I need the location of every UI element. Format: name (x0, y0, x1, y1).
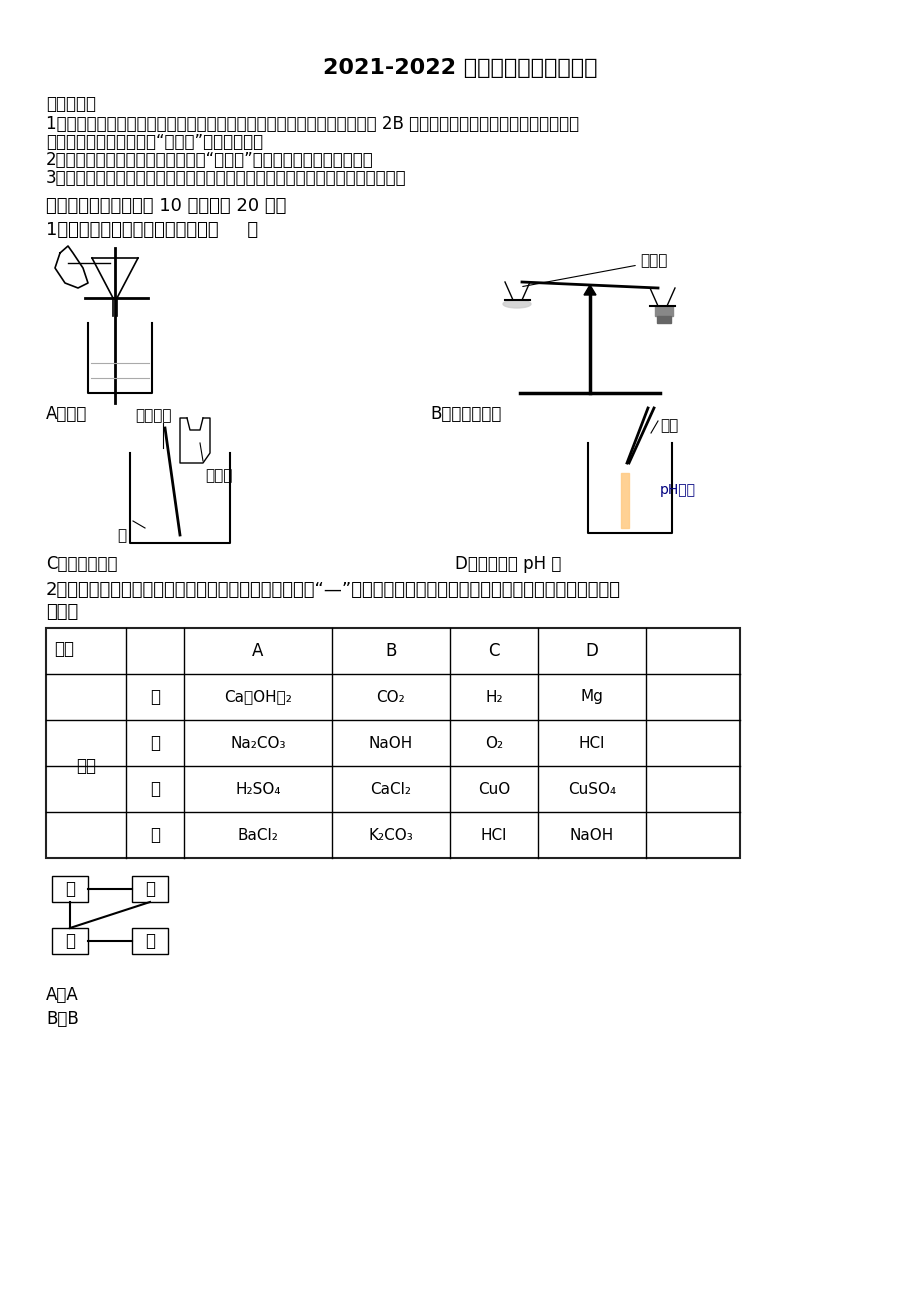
Text: 浓硫酸: 浓硫酸 (205, 467, 233, 483)
Text: 2．甲、乙、丙、丁四种物质的相互反应关系如图所示，“—”表示相连的物质间能发生反应，下列符合对应反应关系的: 2．甲、乙、丙、丁四种物质的相互反应关系如图所示，“—”表示相连的物质间能发生反… (46, 581, 620, 599)
Text: CuSO₄: CuSO₄ (567, 781, 616, 797)
Text: O₂: O₂ (484, 736, 503, 750)
Text: CaCl₂: CaCl₂ (370, 781, 411, 797)
Bar (52, 876, 88, 902)
Text: BaCl₂: BaCl₂ (237, 828, 278, 842)
Bar (52, 928, 88, 954)
Text: A．过滤: A．过滤 (46, 405, 87, 423)
Bar (46, 628, 739, 858)
Text: D．测溶液的 pH 值: D．测溶液的 pH 值 (455, 555, 561, 573)
Text: 镞子: 镞子 (659, 418, 677, 434)
Ellipse shape (503, 299, 530, 309)
Text: HCl: HCl (578, 736, 605, 750)
Text: B: B (385, 642, 396, 660)
Text: 丙: 丙 (65, 932, 75, 950)
Text: NaOH: NaOH (369, 736, 413, 750)
Text: 考生须知：: 考生须知： (46, 95, 96, 113)
Text: 2．请用黑色字迹的钒笔或答字笔在“答题纸”上先填写姓名和准考证号。: 2．请用黑色字迹的钒笔或答字笔在“答题纸”上先填写姓名和准考证号。 (46, 151, 373, 169)
Text: Ca（OH）₂: Ca（OH）₂ (224, 690, 291, 704)
Text: 3．保持卡面清洁，不要折叠，不要弄破、弄皸，在草稿纸、试题卷上答题无效。: 3．保持卡面清洁，不要折叠，不要弄破、弄皸，在草稿纸、试题卷上答题无效。 (46, 169, 406, 187)
Text: 2021-2022 学年中考化学模拟试卷: 2021-2022 学年中考化学模拟试卷 (323, 59, 596, 78)
Bar (656, 316, 670, 323)
Text: B．称取氯化钔: B．称取氯化钔 (429, 405, 501, 423)
Bar (131, 928, 168, 954)
Text: 甲: 甲 (65, 880, 75, 898)
Text: 选项: 选项 (54, 641, 74, 658)
Text: 丁: 丁 (150, 825, 160, 844)
Text: C: C (488, 642, 499, 660)
Text: 丁: 丁 (145, 932, 154, 950)
Text: NaOH: NaOH (569, 828, 614, 842)
Bar (654, 306, 673, 316)
Text: 选项是: 选项是 (46, 603, 78, 621)
Text: 一、单选题（本大题共 10 小题，共 20 分）: 一、单选题（本大题共 10 小题，共 20 分） (46, 197, 286, 215)
Text: A: A (252, 642, 264, 660)
Text: 不断搞拌: 不断搞拌 (135, 408, 171, 423)
Polygon shape (584, 285, 596, 296)
Text: 字迹的钒笔或答字笔写在“答题纸”相应位置上。: 字迹的钒笔或答字笔写在“答题纸”相应位置上。 (46, 133, 263, 151)
Text: CO₂: CO₂ (376, 690, 405, 704)
Text: D: D (584, 642, 597, 660)
Text: Na₂CO₃: Na₂CO₃ (230, 736, 286, 750)
Text: C．稀释浓硫酸: C．稀释浓硫酸 (46, 555, 118, 573)
Text: 乙: 乙 (145, 880, 154, 898)
Bar (131, 876, 168, 902)
Text: 水: 水 (117, 529, 126, 543)
Text: K₂CO₃: K₂CO₃ (369, 828, 413, 842)
Text: 乙: 乙 (150, 734, 160, 753)
Text: 甲: 甲 (150, 687, 160, 706)
Text: 氯化钔: 氯化钔 (640, 253, 666, 268)
Text: CuO: CuO (477, 781, 509, 797)
Text: H₂SO₄: H₂SO₄ (235, 781, 280, 797)
Text: 丙: 丙 (150, 780, 160, 798)
Text: A．A: A．A (46, 986, 79, 1004)
Text: 1．下列图示的实验操作正确的是（     ）: 1．下列图示的实验操作正确的是（ ） (46, 221, 258, 240)
Text: pH试纸: pH试纸 (659, 483, 696, 497)
Text: B．B: B．B (46, 1010, 79, 1029)
Text: HCl: HCl (481, 828, 506, 842)
Text: 物质: 物质 (76, 756, 96, 775)
Bar (620, 473, 629, 529)
Text: 1．全卷分选择题和非选择题两部分，全部在答题纸上作答。选择题必须用 2B 铅笔填涂；非选择题的答案必须用黑色: 1．全卷分选择题和非选择题两部分，全部在答题纸上作答。选择题必须用 2B 铅笔填… (46, 115, 578, 133)
Text: H₂: H₂ (484, 690, 503, 704)
Text: Mg: Mg (580, 690, 603, 704)
